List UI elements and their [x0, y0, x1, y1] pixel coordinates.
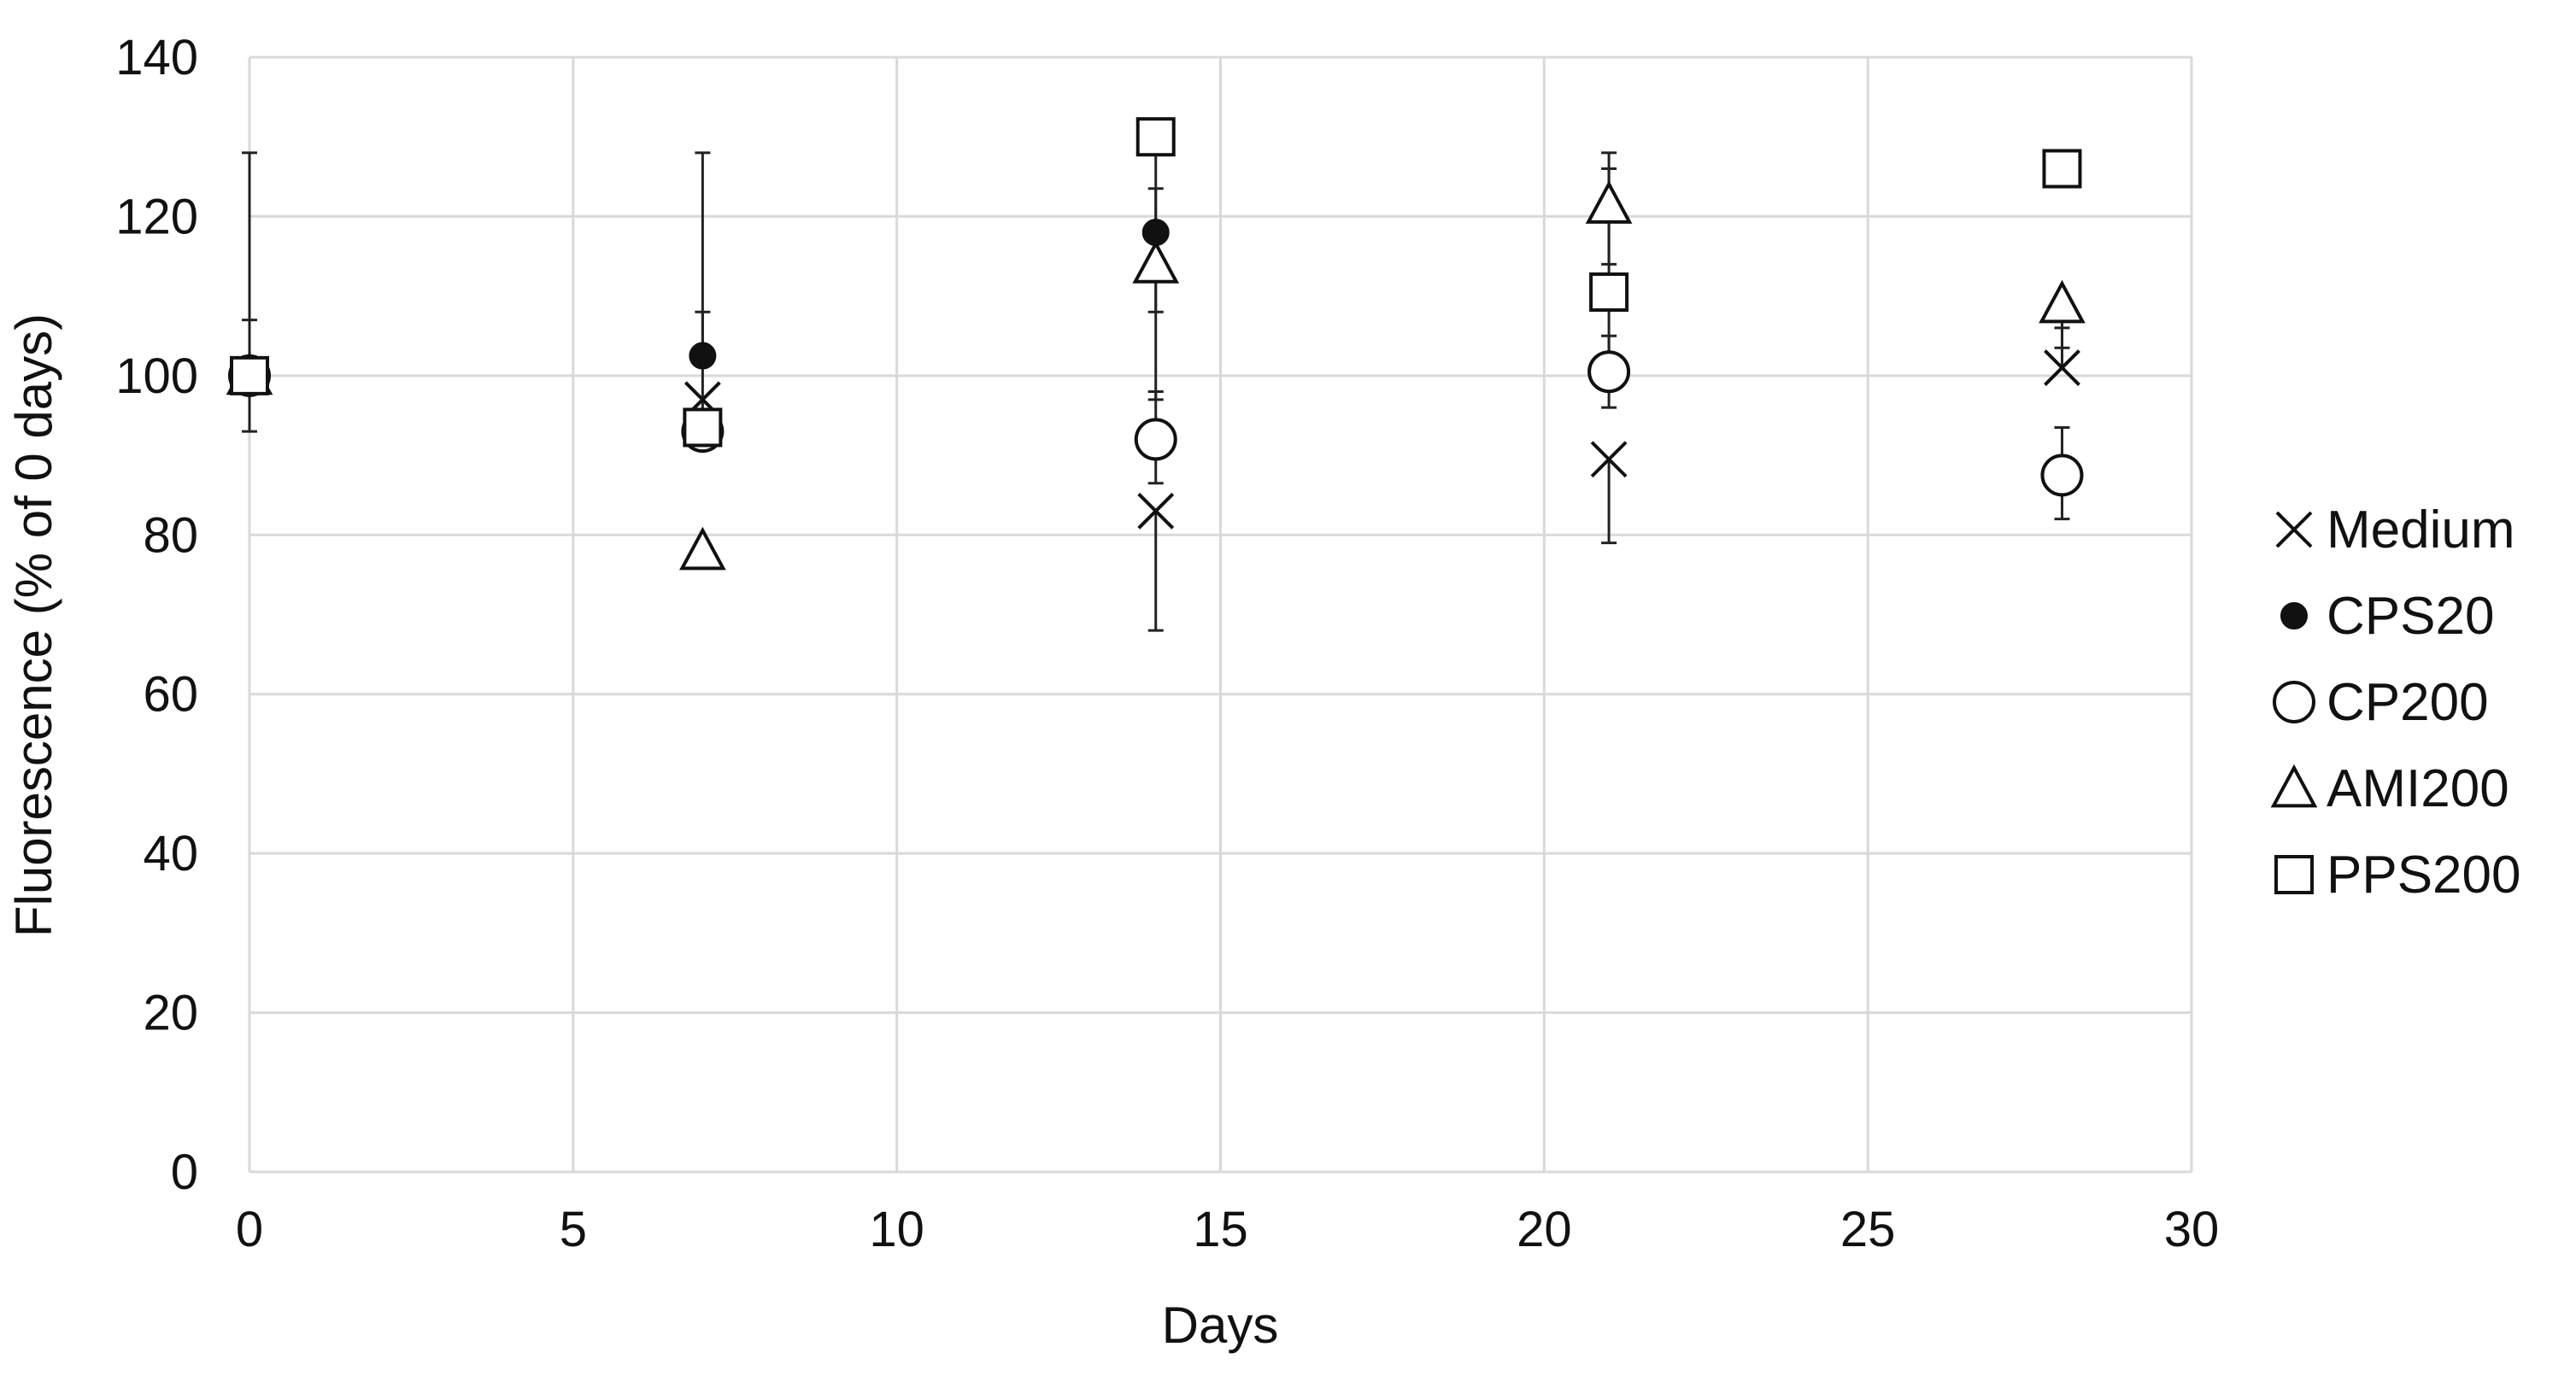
x-tick-label: 25 [1840, 1202, 1896, 1257]
grid-lines [248, 56, 2193, 1174]
x-tick-label: 5 [560, 1202, 587, 1257]
data-point-pps200 [1135, 117, 1176, 157]
legend-marker-medium [2275, 511, 2313, 548]
y-tick-label: 20 [143, 986, 198, 1041]
data-point-medium [1590, 441, 1628, 478]
y-tick-label: 120 [115, 189, 198, 244]
data-point-medium [1137, 492, 1175, 530]
x-tick-label: 30 [2164, 1202, 2220, 1257]
legend: Medium CPS20 CP200 AMI200 PPS200 [2270, 501, 2521, 905]
y-tick-label: 60 [143, 667, 198, 723]
legend-label: Medium [2327, 501, 2515, 559]
error-bars [242, 137, 2070, 632]
legend-label: CPS20 [2327, 587, 2494, 646]
data-point-ami200 [1132, 240, 1180, 284]
data-point-cp200 [2040, 454, 2084, 497]
legend-label: AMI200 [2327, 759, 2509, 818]
x-tick-label: 0 [236, 1202, 263, 1257]
data-point-cps20 [689, 342, 717, 370]
x-tick-label: 20 [1517, 1202, 1572, 1257]
x-axis-title: Days [1162, 1297, 1279, 1354]
y-tick-label: 80 [143, 507, 198, 563]
data-point-pps200 [230, 355, 269, 395]
legend-marker-pps200 [2274, 855, 2314, 894]
legend-item-pps200: PPS200 [2274, 846, 2521, 905]
legend-item-cps20: CPS20 [2280, 587, 2494, 646]
legend-item-ami200: AMI200 [2270, 759, 2509, 818]
data-point-pps200 [1589, 272, 1629, 312]
data-point-pps200 [2042, 149, 2082, 189]
legend-marker-cp200 [2273, 681, 2315, 723]
data-point-ami200 [679, 526, 726, 571]
tick-labels: 0 20 40 60 80 100 120 140 0 5 10 15 20 25 30 [115, 30, 2219, 1257]
legend-item-medium: Medium [2275, 501, 2515, 559]
y-axis-title: Fluorescence (% of 0 days) [5, 313, 62, 937]
x-tick-label: 15 [1193, 1202, 1248, 1257]
y-tick-label: 40 [143, 826, 198, 881]
data-point-ami200 [2039, 279, 2086, 324]
data-point-cp200 [1587, 350, 1631, 394]
legend-label: PPS200 [2327, 846, 2521, 905]
y-tick-label: 0 [171, 1145, 198, 1200]
data-markers [226, 117, 2086, 571]
legend-marker-cps20 [2280, 602, 2308, 629]
x-tick-label: 10 [869, 1202, 924, 1257]
legend-label: CP200 [2327, 673, 2489, 732]
data-point-ami200 [1585, 180, 1633, 224]
y-tick-label: 100 [115, 348, 198, 404]
y-tick-label: 140 [115, 30, 198, 85]
data-point-medium [2044, 349, 2080, 386]
data-point-cp200 [1134, 418, 1177, 461]
legend-marker-ami200 [2270, 764, 2318, 808]
data-point-pps200 [683, 407, 723, 448]
legend-item-cp200: CP200 [2273, 673, 2489, 732]
